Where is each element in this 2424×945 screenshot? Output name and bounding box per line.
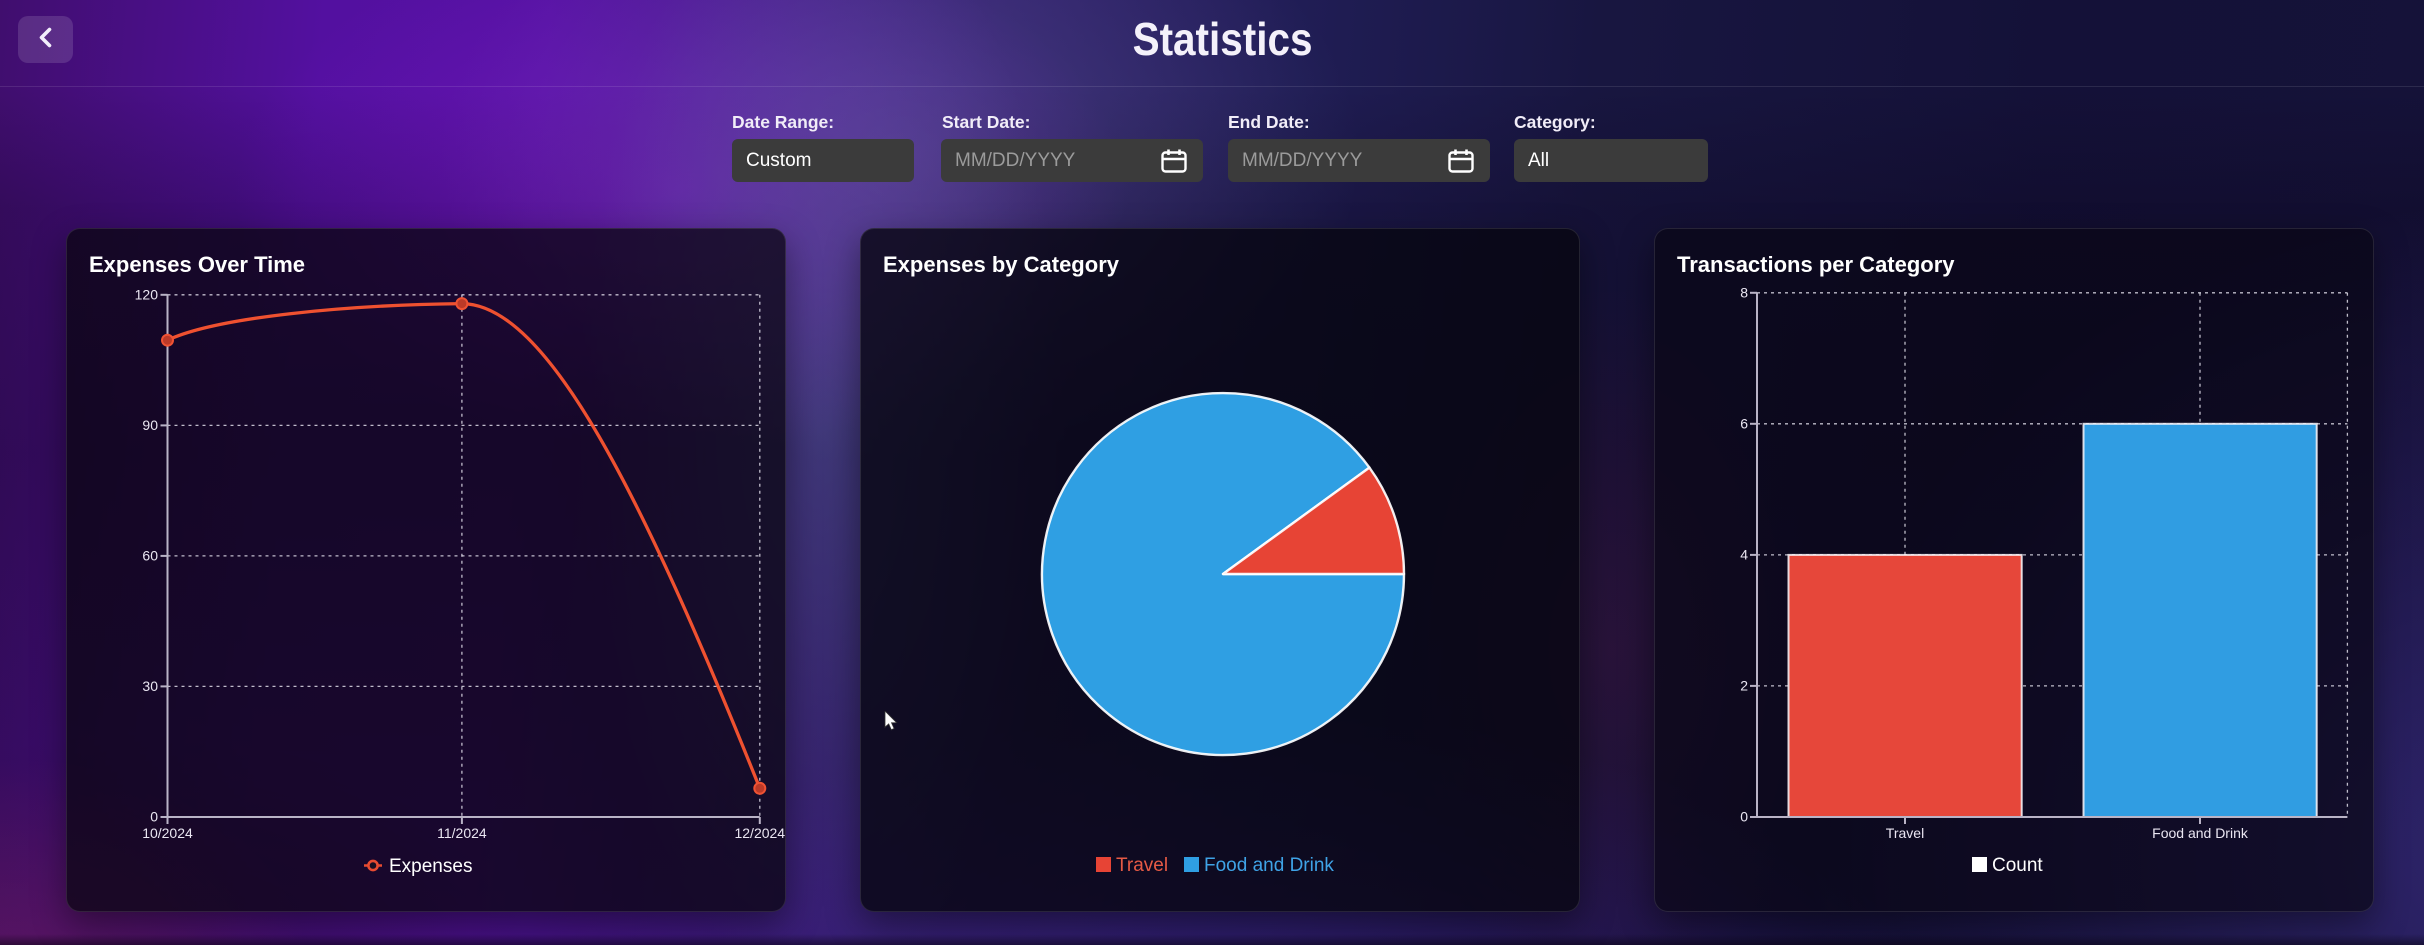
svg-text:6: 6 [1740,415,1748,431]
svg-text:Expenses: Expenses [389,856,472,877]
svg-text:0: 0 [150,809,158,825]
svg-text:12/2024: 12/2024 [734,825,785,841]
svg-text:0: 0 [1740,809,1748,825]
svg-text:Count: Count [1992,855,2043,876]
svg-text:120: 120 [135,286,159,302]
svg-text:Food and Drink: Food and Drink [1204,855,1334,876]
svg-text:10/2024: 10/2024 [142,825,193,841]
svg-text:Food and Drink: Food and Drink [2152,825,2249,841]
svg-text:30: 30 [142,678,158,694]
svg-text:60: 60 [142,547,158,563]
svg-text:Travel: Travel [1116,855,1168,876]
svg-text:Travel: Travel [1886,825,1924,841]
svg-text:4: 4 [1740,546,1748,562]
svg-text:11/2024: 11/2024 [437,825,487,841]
svg-text:8: 8 [1740,284,1748,300]
svg-text:90: 90 [142,417,158,433]
svg-text:2: 2 [1740,677,1748,693]
